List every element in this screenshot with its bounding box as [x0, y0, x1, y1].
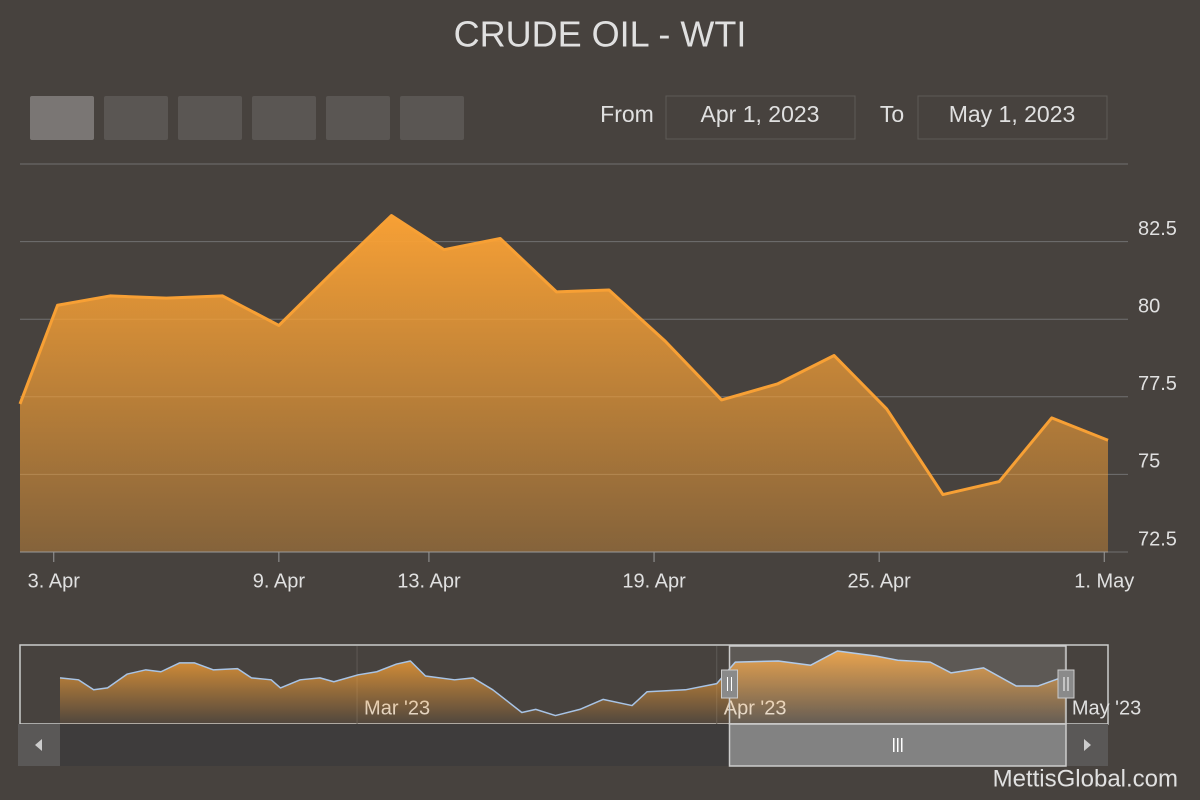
arrow-right	[1084, 739, 1091, 751]
chart-title: CRUDE OIL - WTI	[454, 14, 747, 55]
x-tick-label: 13. Apr	[397, 570, 461, 592]
navigator-mask[interactable]	[728, 645, 1067, 725]
range-button[interactable]	[252, 96, 316, 140]
range-button[interactable]	[178, 96, 242, 140]
y-tick-label: 77.5	[1138, 373, 1177, 395]
range-button[interactable]	[30, 96, 94, 140]
range-button[interactable]	[400, 96, 464, 140]
area-line	[59, 650, 1067, 717]
y-tick-label: 80	[1138, 295, 1160, 317]
x-tick-label: 3. Apr	[28, 570, 81, 592]
to-label: To	[880, 101, 904, 127]
range-button[interactable]	[326, 96, 390, 140]
from-label: From	[600, 101, 654, 127]
arrow-left	[35, 739, 42, 751]
navigator-tick-label: May '23	[1072, 697, 1141, 719]
to-input[interactable]	[917, 95, 1108, 140]
area-line	[18, 214, 1109, 497]
x-tick-label: 1. May	[1074, 570, 1134, 592]
from-date[interactable]: Apr 1, 2023	[701, 101, 820, 127]
y-tick-label: 72.5	[1138, 528, 1177, 550]
from-input[interactable]	[665, 95, 856, 140]
area-fill	[20, 215, 1108, 552]
navigator-handle[interactable]	[1057, 669, 1075, 699]
y-tick-label: 75	[1138, 451, 1160, 473]
x-tick-label: 19. Apr	[622, 570, 686, 592]
area-fill	[60, 650, 1066, 724]
x-tick-label: 25. Apr	[847, 570, 911, 592]
credits[interactable]: MettisGlobal.com	[993, 765, 1178, 792]
range-button[interactable]	[104, 96, 168, 140]
navigator-handle[interactable]	[721, 669, 739, 699]
x-tick-label: 9. Apr	[253, 570, 306, 592]
y-tick-label: 82.5	[1138, 218, 1177, 240]
to-date[interactable]: May 1, 2023	[949, 101, 1076, 127]
